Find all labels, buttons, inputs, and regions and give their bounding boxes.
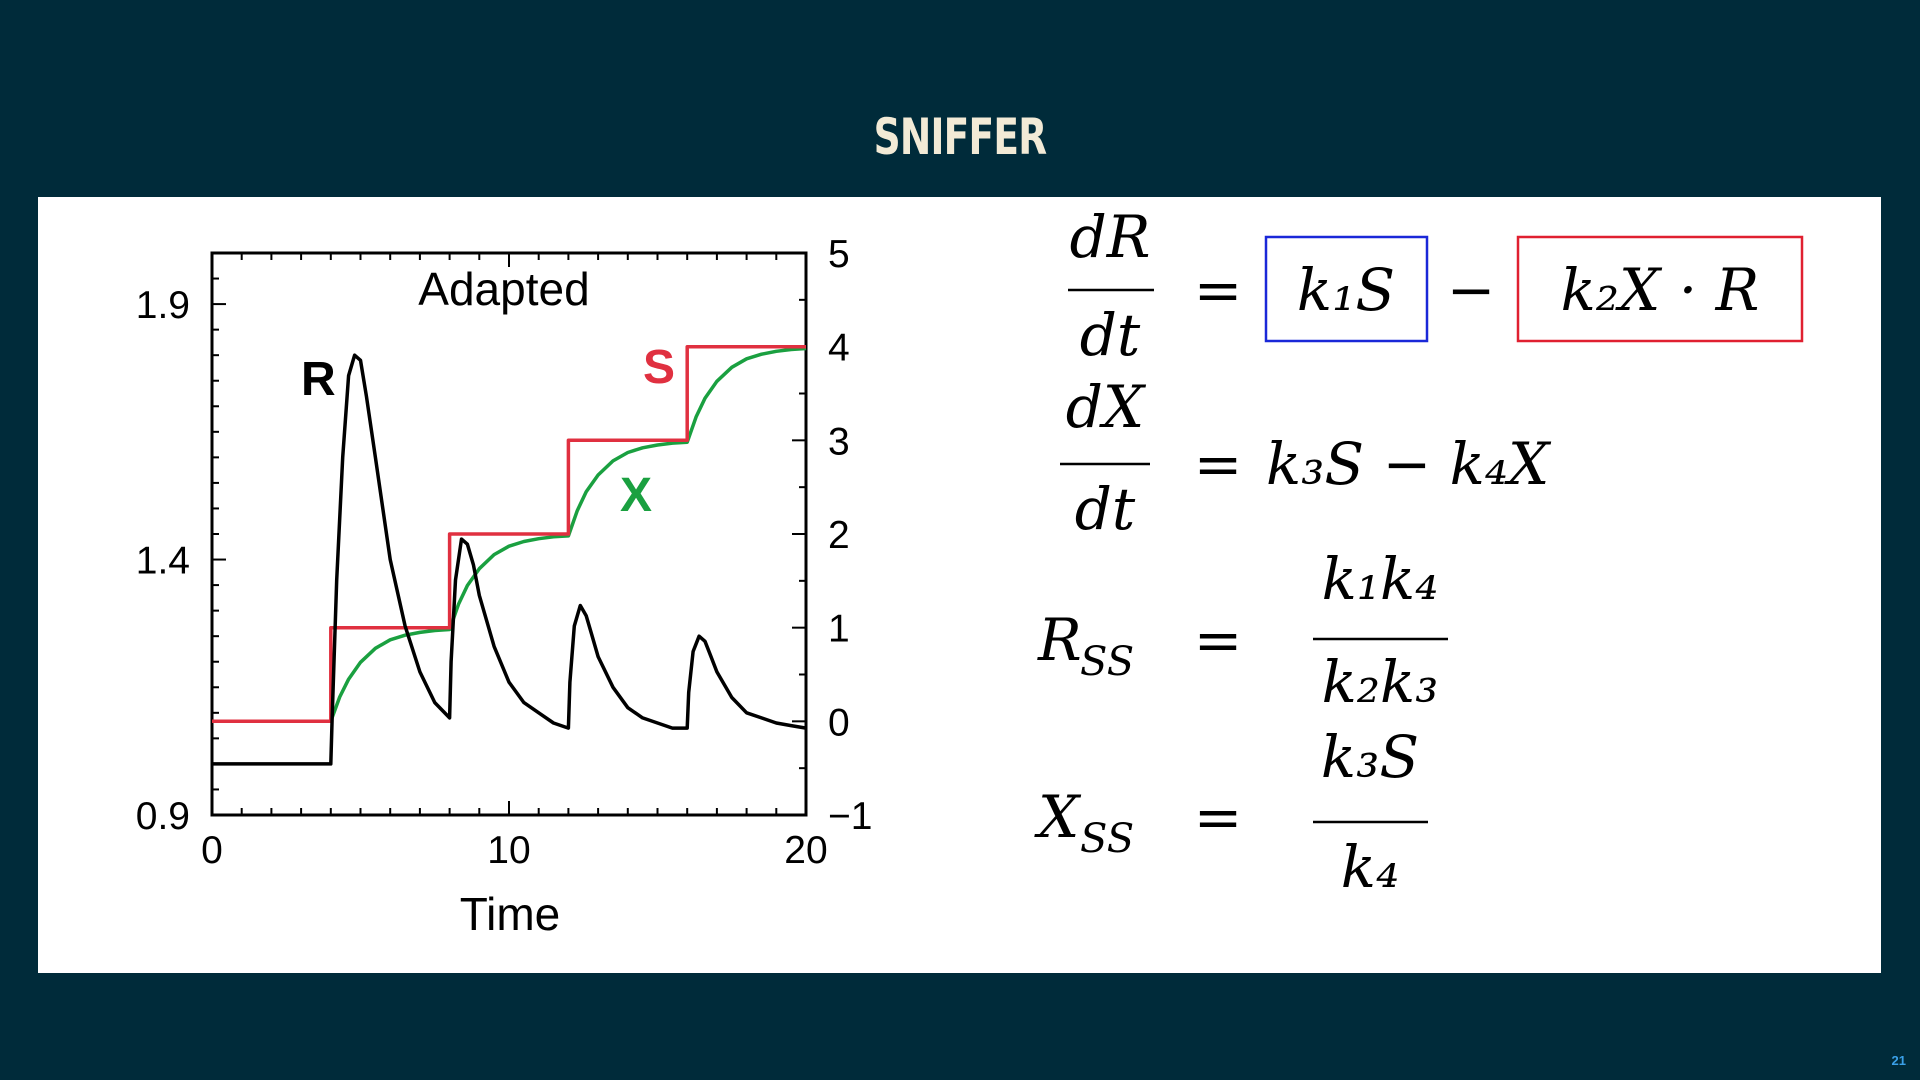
equation-R-steady-state: R SS = k₁k₄ k₂k₃ — [1037, 545, 1448, 716]
series-line-S — [212, 344, 806, 724]
y-tick-label-left: 1.9 — [136, 284, 190, 327]
y-tick-label-right: 4 — [828, 327, 850, 370]
eq1-term-k1S: k₁S — [1297, 256, 1395, 324]
x-tick-label: 0 — [201, 829, 223, 872]
tick-labels: 0 10 20 0.9 1.4 1.9 −1 0 1 2 3 4 5 — [136, 233, 873, 872]
equation-X-steady-state: X SS = k₃S k₄ — [1034, 723, 1428, 901]
eq1-term-k2XR: k₂X · R — [1561, 256, 1760, 324]
y-tick-label-right: 5 — [828, 233, 850, 276]
eq1-lhs-numerator: dR — [1070, 203, 1151, 271]
eq1-lhs-denominator: dt — [1080, 301, 1141, 369]
eq1-minus: − — [1447, 256, 1496, 324]
eq2-rhs: k₃S − k₄X — [1266, 430, 1552, 498]
eq3-lhs-subscript: SS — [1080, 639, 1134, 685]
y-tick-label-right: 3 — [828, 420, 850, 463]
page-number: 21 — [1891, 1053, 1906, 1068]
eq4-equals: = — [1194, 783, 1243, 851]
axis-ticks — [211, 252, 807, 816]
y-tick-label-left: 1.4 — [136, 540, 190, 583]
equation-dX-dt: dX dt = k₃S − k₄X — [1060, 373, 1552, 543]
series-label-S: S — [643, 341, 675, 394]
eq2-equals: = — [1194, 430, 1243, 498]
y-tick-label-right: 0 — [828, 701, 850, 744]
y-tick-label-right: 1 — [828, 608, 850, 651]
slide-title: SNIFFER — [873, 108, 1048, 166]
eq4-lhs: X — [1034, 783, 1082, 851]
series-label-R: R — [301, 353, 336, 406]
y-tick-label-right: 2 — [828, 514, 850, 557]
k1S-box — [1264, 235, 1429, 343]
eq3-denominator: k₂k₃ — [1322, 648, 1439, 716]
chart-title: Adapted — [418, 263, 589, 315]
k2XR-box — [1516, 235, 1804, 343]
x-tick-label: 10 — [487, 829, 530, 872]
eq3-equals: = — [1194, 606, 1243, 674]
equation-dR-dt: dR dt = k₁S − k₂X · R — [1068, 203, 1804, 369]
series-label-X: X — [620, 469, 652, 522]
content-panel: 0 10 20 0.9 1.4 1.9 −1 0 1 2 3 4 5 Adapted Time R S … — [38, 197, 1881, 973]
eq4-lhs-subscript: SS — [1080, 816, 1134, 862]
eq2-lhs-numerator: dX — [1066, 373, 1147, 441]
series-line-X — [212, 346, 807, 724]
eq3-lhs: R — [1037, 606, 1082, 674]
series-layer — [212, 344, 807, 766]
series-line-R — [212, 353, 807, 766]
x-tick-label: 20 — [784, 829, 827, 872]
eq1-equals: = — [1194, 256, 1243, 324]
eq4-denominator: k₄ — [1341, 833, 1399, 901]
eq4-numerator: k₃S — [1321, 723, 1419, 791]
y-tick-label-left: 0.9 — [136, 795, 190, 838]
eq2-lhs-denominator: dt — [1075, 475, 1136, 543]
x-axis-title: Time — [460, 888, 561, 940]
eq3-numerator: k₁k₄ — [1322, 545, 1439, 613]
equations-block: dR dt = k₁S − k₂X · R dX dt = k₃S − k₄X … — [1034, 203, 1804, 901]
y-tick-label-right: −1 — [828, 795, 872, 838]
